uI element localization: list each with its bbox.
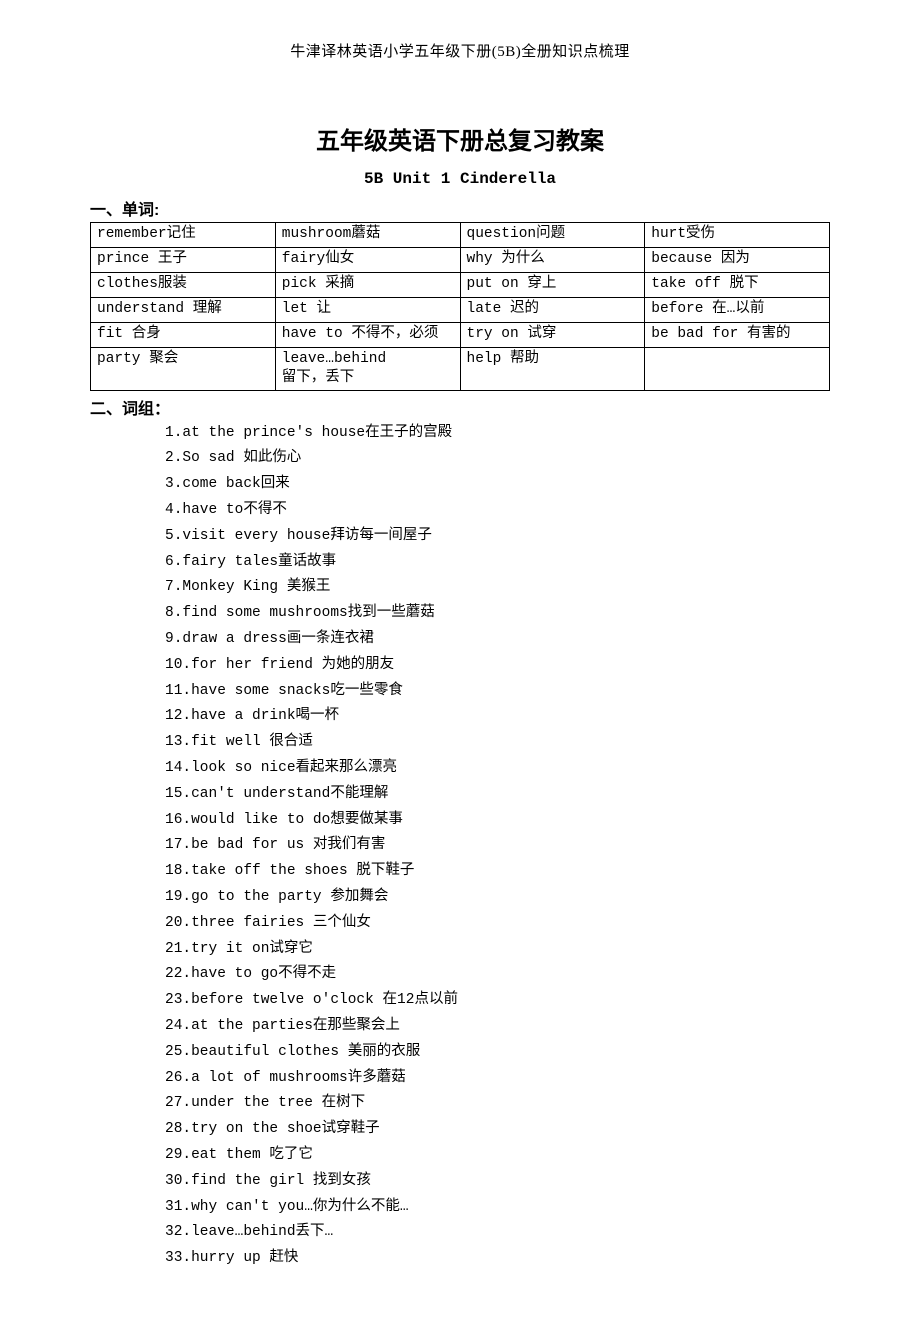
list-item: 22.have to go不得不走 xyxy=(165,962,830,988)
table-cell: hurt受伤 xyxy=(645,223,830,248)
list-item: 25.beautiful clothes 美丽的衣服 xyxy=(165,1040,830,1066)
table-cell: take off 脱下 xyxy=(645,273,830,298)
list-item: 2.So sad 如此伤心 xyxy=(165,446,830,472)
list-item: 6.fairy tales童话故事 xyxy=(165,550,830,576)
table-cell: why 为什么 xyxy=(460,248,645,273)
list-item: 8.find some mushrooms找到一些蘑菇 xyxy=(165,601,830,627)
list-item: 15.can't understand不能理解 xyxy=(165,782,830,808)
table-cell: clothes服装 xyxy=(91,273,276,298)
section-vocab-heading: 一、单词: xyxy=(90,196,830,220)
table-cell: put on 穿上 xyxy=(460,273,645,298)
list-item: 29.eat them 吃了它 xyxy=(165,1143,830,1169)
phrase-list: 1.at the prince's house在王子的宫殿2.So sad 如此… xyxy=(90,421,830,1272)
list-item: 18.take off the shoes 脱下鞋子 xyxy=(165,859,830,885)
table-cell: mushroom蘑菇 xyxy=(275,223,460,248)
table-cell: remember记住 xyxy=(91,223,276,248)
list-item: 1.at the prince's house在王子的宫殿 xyxy=(165,421,830,447)
list-item: 13.fit well 很合适 xyxy=(165,730,830,756)
table-row: fit 合身have to 不得不，必须try on 试穿be bad for … xyxy=(91,323,830,348)
table-cell xyxy=(645,348,830,391)
list-item: 9.draw a dress画一条连衣裙 xyxy=(165,627,830,653)
list-item: 12.have a drink喝一杯 xyxy=(165,704,830,730)
list-item: 27.under the tree 在树下 xyxy=(165,1091,830,1117)
section-phrases-heading: 二、词组： xyxy=(90,395,830,419)
list-item: 28.try on the shoe试穿鞋子 xyxy=(165,1117,830,1143)
document-page: 牛津译林英语小学五年级下册(5B)全册知识点梳理 五年级英语下册总复习教案 5B… xyxy=(0,0,920,1332)
table-cell: let 让 xyxy=(275,298,460,323)
table-row: party 聚会leave…behind 留下，丢下help 帮助 xyxy=(91,348,830,391)
list-item: 7.Monkey King 美猴王 xyxy=(165,575,830,601)
list-item: 4.have to不得不 xyxy=(165,498,830,524)
list-item: 21.try it on试穿它 xyxy=(165,937,830,963)
table-cell: be bad for 有害的 xyxy=(645,323,830,348)
table-cell: help 帮助 xyxy=(460,348,645,391)
list-item: 24.at the parties在那些聚会上 xyxy=(165,1014,830,1040)
table-cell: before 在…以前 xyxy=(645,298,830,323)
list-item: 17.be bad for us 对我们有害 xyxy=(165,833,830,859)
list-item: 33.hurry up 赶快 xyxy=(165,1246,830,1272)
list-item: 11.have some snacks吃一些零食 xyxy=(165,679,830,705)
table-cell: party 聚会 xyxy=(91,348,276,391)
list-item: 20.three fairies 三个仙女 xyxy=(165,911,830,937)
table-cell: fit 合身 xyxy=(91,323,276,348)
list-item: 14.look so nice看起来那么漂亮 xyxy=(165,756,830,782)
list-item: 26.a lot of mushrooms许多蘑菇 xyxy=(165,1066,830,1092)
list-item: 31.why can't you…你为什么不能… xyxy=(165,1195,830,1221)
table-cell: late 迟的 xyxy=(460,298,645,323)
table-cell: pick 采摘 xyxy=(275,273,460,298)
list-item: 3.come back回来 xyxy=(165,472,830,498)
table-cell: fairy仙女 xyxy=(275,248,460,273)
table-cell: understand 理解 xyxy=(91,298,276,323)
list-item: 19.go to the party 参加舞会 xyxy=(165,885,830,911)
list-item: 16.would like to do想要做某事 xyxy=(165,808,830,834)
list-item: 23.before twelve o'clock 在12点以前 xyxy=(165,988,830,1014)
list-item: 5.visit every house拜访每一间屋子 xyxy=(165,524,830,550)
table-row: understand 理解let 让late 迟的before 在…以前 xyxy=(91,298,830,323)
table-row: remember记住mushroom蘑菇question问题hurt受伤 xyxy=(91,223,830,248)
table-cell: prince 王子 xyxy=(91,248,276,273)
table-cell: try on 试穿 xyxy=(460,323,645,348)
subtitle: 5B Unit 1 Cinderella xyxy=(90,170,830,188)
table-cell: because 因为 xyxy=(645,248,830,273)
list-item: 10.for her friend 为她的朋友 xyxy=(165,653,830,679)
vocab-table: remember记住mushroom蘑菇question问题hurt受伤prin… xyxy=(90,222,830,391)
table-row: clothes服装pick 采摘put on 穿上take off 脱下 xyxy=(91,273,830,298)
main-title: 五年级英语下册总复习教案 xyxy=(90,121,830,156)
list-item: 32.leave…behind丢下… xyxy=(165,1220,830,1246)
list-item: 30.find the girl 找到女孩 xyxy=(165,1169,830,1195)
header-note: 牛津译林英语小学五年级下册(5B)全册知识点梳理 xyxy=(90,40,830,61)
table-cell: leave…behind 留下，丢下 xyxy=(275,348,460,391)
table-cell: question问题 xyxy=(460,223,645,248)
table-cell: have to 不得不，必须 xyxy=(275,323,460,348)
table-row: prince 王子fairy仙女why 为什么because 因为 xyxy=(91,248,830,273)
